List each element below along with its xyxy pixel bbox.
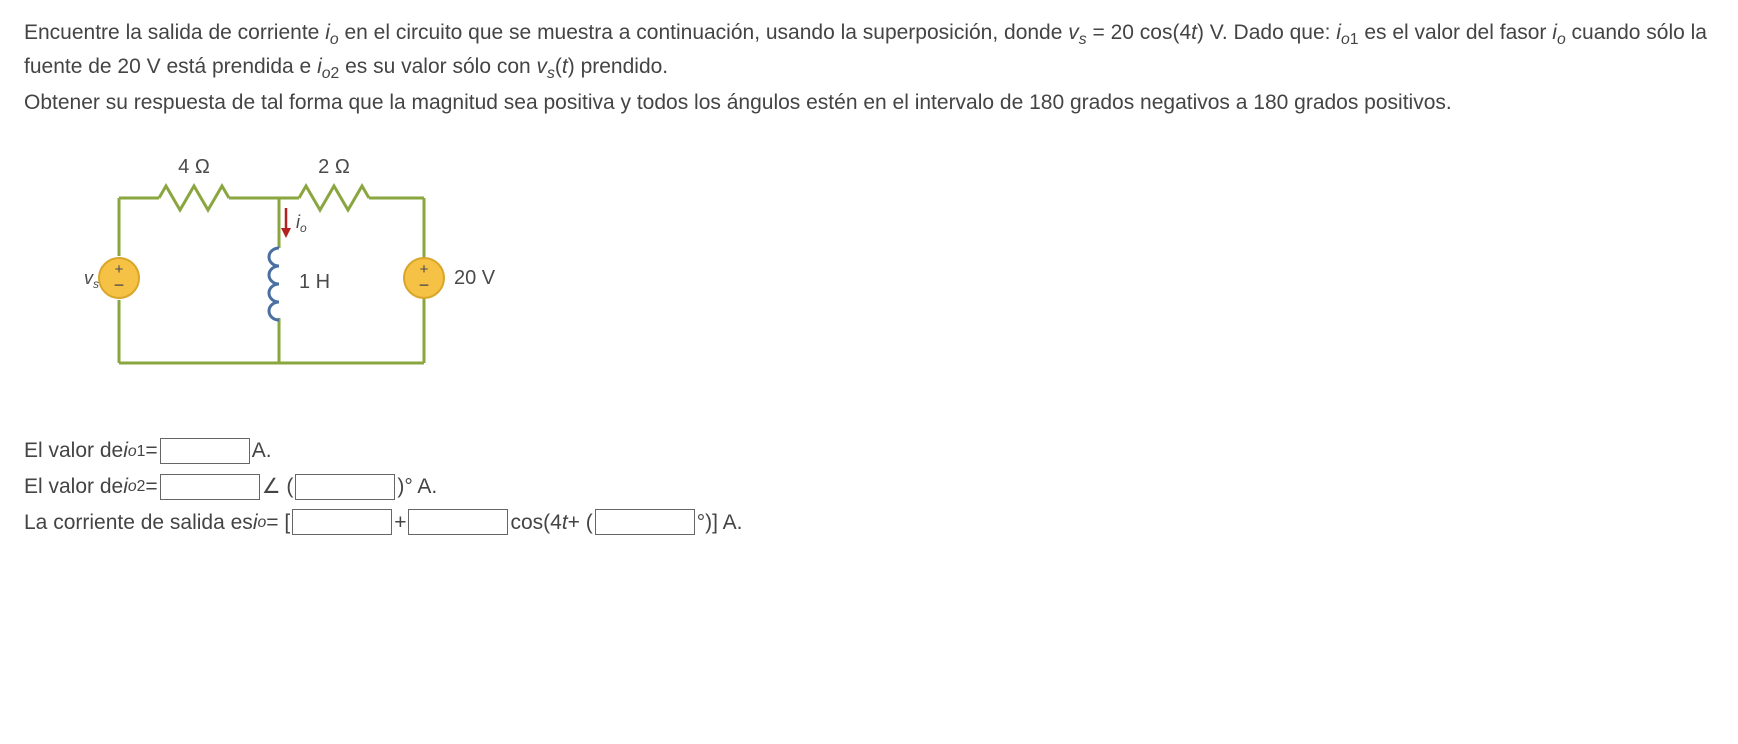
text-segment: El valor de (24, 434, 123, 468)
text-segment: ) prendido. (568, 55, 668, 78)
text-segment: + (394, 506, 406, 540)
answer-line-1: El valor de io1 = A. (24, 434, 1714, 468)
svg-text:io: io (296, 212, 307, 235)
var-v: v (1068, 21, 1079, 44)
text-segment: ) V. Dado que: (1197, 21, 1336, 44)
io-dc-input[interactable] (292, 509, 392, 535)
text-segment: )° A. (397, 470, 437, 504)
sub-o: o (257, 510, 266, 535)
text-segment: ( (555, 55, 562, 78)
io2-angle-input[interactable] (295, 474, 395, 500)
svg-text:−: − (114, 275, 125, 295)
io-sub: o (300, 221, 307, 235)
text-segment: Encuentre la salida de corriente (24, 21, 325, 44)
sub-1: 1 (1350, 31, 1359, 48)
problem-statement: Encuentre la salida de corriente io en e… (24, 18, 1714, 118)
sub-o: o (128, 439, 137, 464)
sub-o: o (1341, 31, 1350, 48)
text-segment: en el circuito que se muestra a continua… (339, 21, 1069, 44)
svg-text:−: − (419, 275, 430, 295)
vs-sub: s (93, 277, 99, 291)
sub-o: o (1557, 31, 1566, 48)
text-segment: es su valor sólo con (339, 55, 536, 78)
answer-line-2: El valor de io2 = ∠ ( )° A. (24, 470, 1714, 504)
text-segment: es el valor del fasor (1359, 21, 1553, 44)
text-segment: + ( (568, 506, 593, 540)
text-segment: = (145, 470, 157, 504)
svg-text:vs: vs (84, 268, 99, 291)
v20-label: 20 V (454, 267, 496, 289)
io-amp-input[interactable] (408, 509, 508, 535)
text-segment: El valor de (24, 470, 123, 504)
text-segment: ∠ ( (262, 470, 294, 504)
sub-s: s (1079, 31, 1087, 48)
answer-line-3: La corriente de salida es io = [ + cos(4… (24, 506, 1714, 540)
r2-label: 2 Ω (318, 156, 350, 178)
inductor-label: 1 H (299, 271, 330, 293)
sub-s: s (547, 65, 555, 82)
io2-mag-input[interactable] (160, 474, 260, 500)
r1-label: 4 Ω (178, 156, 210, 178)
io-phase-input[interactable] (595, 509, 695, 535)
var-v: v (537, 55, 548, 78)
text-segment: °)] A. (697, 506, 743, 540)
answer-section: El valor de io1 = A. El valor de io2 = ∠… (24, 434, 1714, 539)
text-segment: = (145, 434, 157, 468)
text-segment: La corriente de salida es (24, 506, 253, 540)
sub-o: o (330, 31, 339, 48)
text-segment: = 20 cos(4 (1087, 21, 1191, 44)
circuit-diagram: + − + − 4 Ω 2 Ω io 1 H vs 20 V (64, 148, 1714, 404)
problem-paragraph-1: Encuentre la salida de corriente io en e… (24, 18, 1714, 86)
text-segment: A. (252, 434, 272, 468)
sub-1: 1 (137, 439, 146, 464)
problem-paragraph-2: Obtener su respuesta de tal forma que la… (24, 88, 1714, 118)
sub-2: 2 (331, 65, 340, 82)
sub-o: o (322, 65, 331, 82)
io1-input[interactable] (160, 438, 250, 464)
text-segment: = [ (266, 506, 290, 540)
text-segment: cos(4 (510, 506, 561, 540)
sub-2: 2 (137, 474, 146, 499)
sub-o: o (128, 474, 137, 499)
